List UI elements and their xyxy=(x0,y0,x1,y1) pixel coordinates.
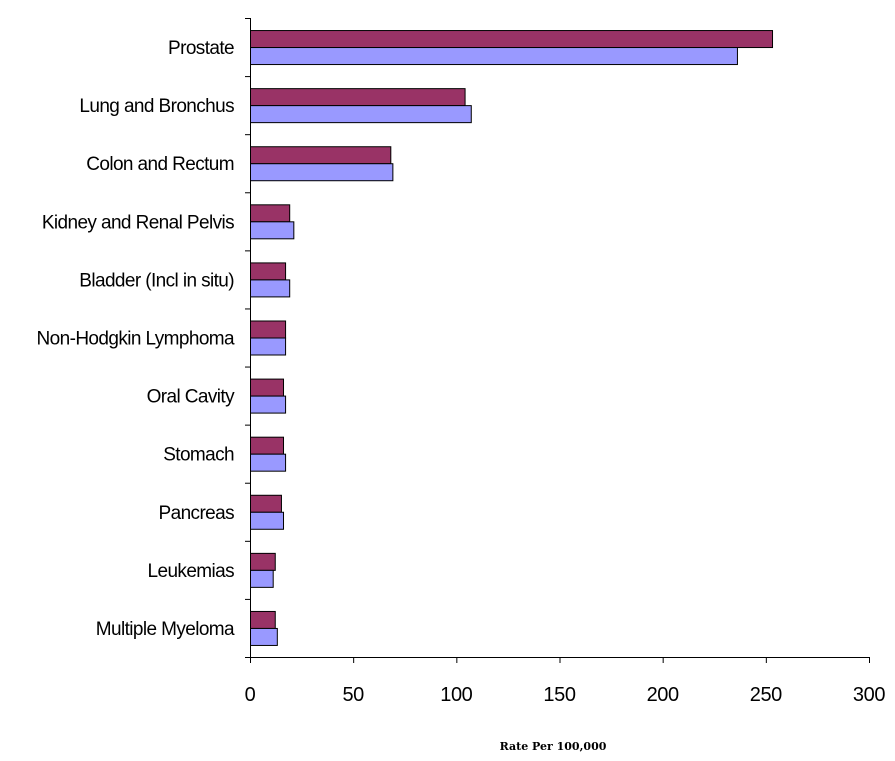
bar xyxy=(250,163,394,182)
bar xyxy=(250,395,287,414)
bar xyxy=(250,221,295,240)
bar xyxy=(250,610,276,629)
x-ticks xyxy=(250,657,870,663)
x-tick-label: 300 xyxy=(853,684,885,706)
bar xyxy=(250,436,285,455)
bar xyxy=(250,105,472,124)
x-tick-label: 50 xyxy=(342,684,364,706)
bar xyxy=(250,320,287,339)
category-labels: Prostate Lung and Bronchus Colon and Rectu… xyxy=(37,38,236,640)
x-tick-label: 100 xyxy=(440,684,472,706)
category-label: Non-Hodgkin Lymphoma xyxy=(37,329,235,350)
category-label: Colon and Rectum xyxy=(86,154,234,175)
bars-layer xyxy=(250,30,774,646)
category-label: Stomach xyxy=(163,445,234,466)
bar xyxy=(250,627,278,646)
bar xyxy=(250,279,291,298)
bar xyxy=(250,30,774,49)
x-tick-label: 200 xyxy=(647,684,679,706)
bar xyxy=(250,146,392,165)
category-label: Multiple Myeloma xyxy=(96,619,235,640)
category-label: Oral Cavity xyxy=(147,387,235,408)
category-label: Kidney and Renal Pelvis xyxy=(42,212,234,233)
category-label: Leukemias xyxy=(148,561,235,582)
bar xyxy=(250,569,274,588)
category-label: Prostate xyxy=(168,38,234,59)
x-tick-label: 250 xyxy=(750,684,782,706)
bar xyxy=(250,262,287,281)
y-ticks xyxy=(245,18,250,658)
bar xyxy=(250,337,287,356)
category-label: Bladder (Incl in situ) xyxy=(79,270,234,291)
bar xyxy=(250,378,285,397)
x-tick-labels: 0 50 100 150 200 250 300 xyxy=(245,684,886,706)
bar xyxy=(250,494,282,513)
bar xyxy=(250,511,285,530)
bar xyxy=(250,552,276,571)
x-axis-title: Rate Per 100,000 xyxy=(500,740,607,753)
x-tick-label: 150 xyxy=(543,684,575,706)
bar xyxy=(250,204,291,223)
bar xyxy=(250,453,287,472)
bar xyxy=(250,88,466,107)
category-label: Pancreas xyxy=(159,503,235,524)
category-label: Lung and Bronchus xyxy=(79,96,234,117)
x-tick-label: 0 xyxy=(245,684,256,706)
bar xyxy=(250,47,738,66)
